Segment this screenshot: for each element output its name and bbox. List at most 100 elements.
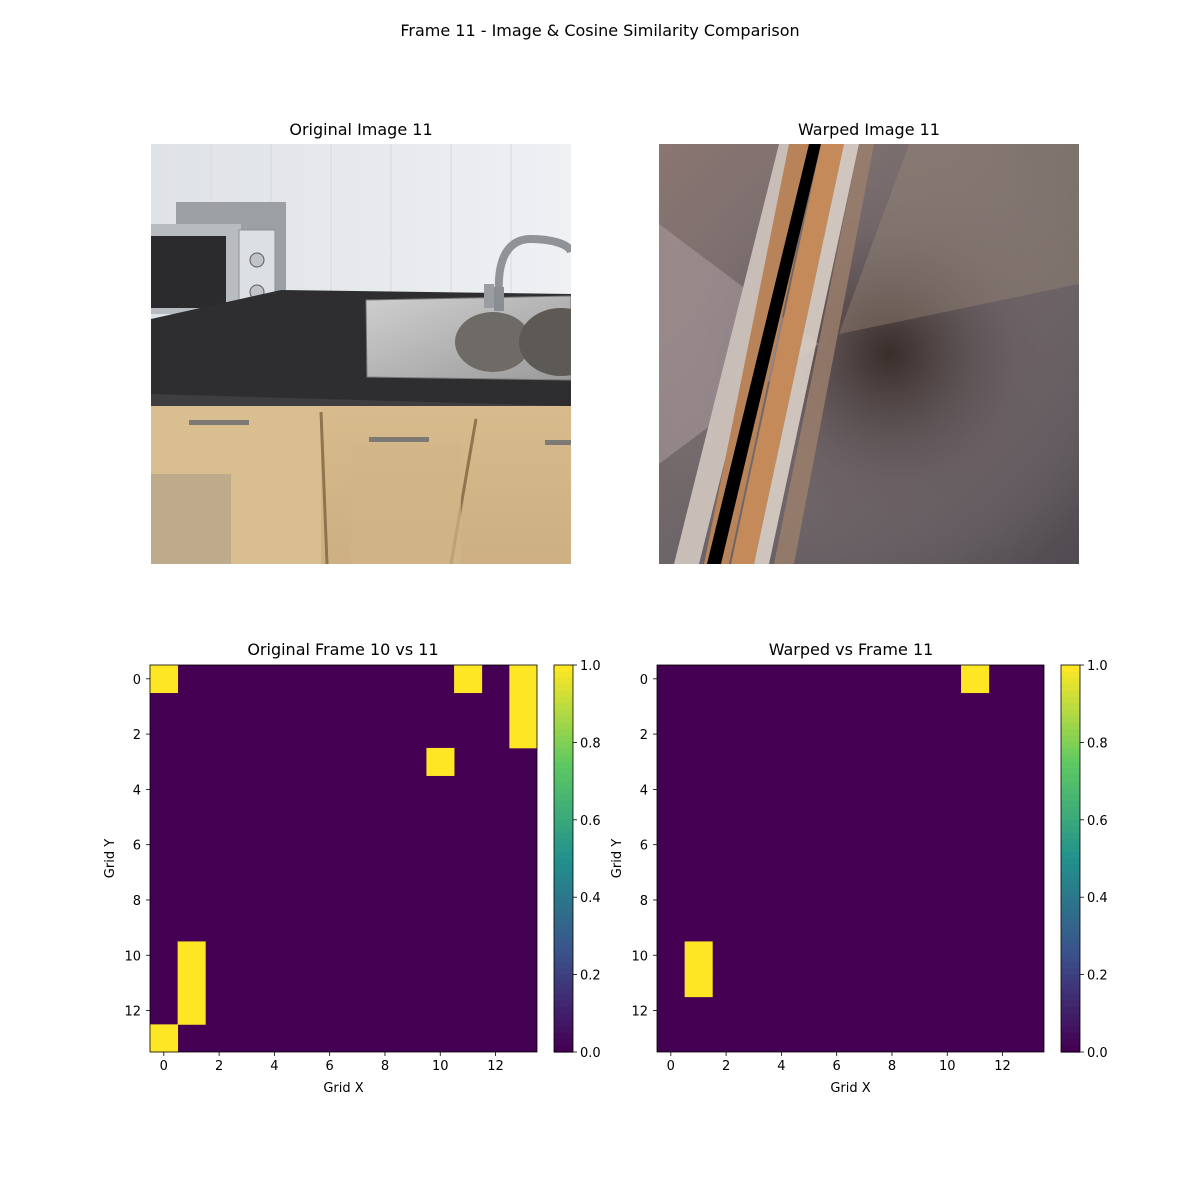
colorbar-segment [554, 671, 573, 679]
colorbar-segment [554, 710, 573, 718]
colorbar-tick-label: 0.2 [1087, 969, 1108, 984]
x-tick-label: 4 [270, 1059, 278, 1074]
heatmap-cell [961, 665, 990, 694]
heatmap-background [657, 665, 1044, 1052]
x-tick-label: 6 [326, 1059, 334, 1074]
colorbar-segment [554, 903, 573, 911]
heatmap-cell [684, 941, 713, 970]
colorbar-segment [554, 774, 573, 782]
colorbar-tick-label: 0.6 [580, 814, 601, 829]
y-tick-label: 2 [640, 728, 648, 743]
original-image [151, 144, 571, 564]
colorbar-segment [554, 832, 573, 840]
colorbar-segment [554, 826, 573, 834]
colorbar-segment [554, 942, 573, 950]
y-tick-label: 0 [640, 673, 648, 688]
colorbar-segment [554, 877, 573, 885]
colorbar-segment [554, 890, 573, 898]
colorbar-segment [554, 948, 573, 956]
colorbar-tick-label: 1.0 [580, 659, 601, 674]
colorbar-segment [1061, 839, 1080, 847]
heatmap-cell [684, 969, 713, 998]
colorbar-segment [1061, 845, 1080, 853]
colorbar-frame [553, 664, 574, 1053]
warped-image-title: Warped Image 11 [798, 120, 940, 139]
colorbar-segment [1061, 871, 1080, 879]
colorbar-segment [1061, 671, 1080, 679]
colorbar-segment [554, 845, 573, 853]
colorbar-segment [554, 858, 573, 866]
x-tick-label: 8 [888, 1059, 896, 1074]
colorbar-segment [1061, 935, 1080, 943]
colorbar-segment [1061, 742, 1080, 750]
colorbar-segment [554, 1000, 573, 1008]
colorbar-segment [1061, 684, 1080, 692]
colorbar-segment [554, 794, 573, 802]
figure-title: Frame 11 - Image & Cosine Similarity Com… [400, 21, 800, 40]
y-tick-label: 8 [133, 894, 141, 909]
colorbar-segment [554, 1019, 573, 1027]
y-tick-label: 4 [133, 783, 141, 798]
colorbar-segment [554, 929, 573, 937]
colorbar-frame [1060, 664, 1081, 1053]
colorbar-segment [1061, 948, 1080, 956]
colorbar-segment [1061, 774, 1080, 782]
y-tick-label: 4 [640, 783, 648, 798]
colorbar-segment [1061, 794, 1080, 802]
colorbar-segment [1061, 955, 1080, 963]
heatmap-cell [177, 996, 206, 1025]
plot-frame [656, 664, 1045, 1053]
colorbar-segment [1061, 703, 1080, 711]
heatmap-original: 0 2 4 6 8 10 12 0 2 4 6 8 10 12 Grid X Grid Y 0.0 0.2 0.4 0… [103, 659, 601, 1096]
heatmap-cell [177, 941, 206, 970]
colorbar-segment [1061, 987, 1080, 995]
colorbar-segment [554, 665, 573, 673]
colorbar-segment [1061, 1039, 1080, 1047]
colorbar-segment [1061, 858, 1080, 866]
colorbar-segment [554, 806, 573, 814]
heatmap-cell [177, 969, 206, 998]
colorbar-segment [554, 1039, 573, 1047]
colorbar-segment [1061, 748, 1080, 756]
y-tick-label: 0 [133, 673, 141, 688]
colorbar-segment [554, 968, 573, 976]
colorbar-segment [1061, 993, 1080, 1001]
colorbar-segment [554, 1032, 573, 1040]
colorbar-segment [554, 974, 573, 982]
colorbar-segment [1061, 677, 1080, 685]
colorbar-segment [1061, 929, 1080, 937]
heatmap-cell [509, 665, 538, 694]
y-axis-label: Grid Y [610, 839, 625, 878]
colorbar-segment [554, 935, 573, 943]
colorbar-segment [1061, 877, 1080, 885]
colorbar-segment [554, 800, 573, 808]
y-tick-label: 10 [124, 949, 141, 964]
colorbar-segment [1061, 981, 1080, 989]
colorbar-segment [1061, 832, 1080, 840]
x-tick-label: 10 [939, 1059, 956, 1074]
colorbar-segment [1061, 1026, 1080, 1034]
colorbar-segment [1061, 800, 1080, 808]
heatmap-warped: 0 2 4 6 8 10 12 0 2 4 6 8 10 12 Grid X Grid Y 0.0 0.2 0.4 0… [610, 659, 1108, 1096]
colorbar-segment [1061, 806, 1080, 814]
colorbar-segment [1061, 974, 1080, 982]
colorbar-segment [1061, 710, 1080, 718]
colorbar-segment [554, 955, 573, 963]
colorbar-segment [1061, 826, 1080, 834]
colorbar-tick-label: 0.8 [580, 736, 601, 751]
colorbar-segment [1061, 813, 1080, 821]
colorbar-segment [1061, 884, 1080, 892]
heatmap-cell [150, 665, 179, 694]
colorbar-segment [554, 813, 573, 821]
colorbar-segment [554, 684, 573, 692]
colorbar-segment [1061, 781, 1080, 789]
colorbar-segment [554, 819, 573, 827]
x-tick-label: 6 [833, 1059, 841, 1074]
x-tick-label: 12 [994, 1059, 1011, 1074]
y-tick-label: 2 [133, 728, 141, 743]
colorbar-segment [554, 864, 573, 872]
x-tick-label: 2 [722, 1059, 730, 1074]
y-axis-label: Grid Y [103, 839, 118, 878]
colorbar-segment [554, 787, 573, 795]
colorbar-segment [554, 729, 573, 737]
